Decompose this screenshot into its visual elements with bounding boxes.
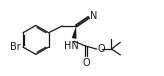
Polygon shape bbox=[72, 26, 77, 39]
Text: O: O bbox=[82, 58, 90, 68]
Text: HN: HN bbox=[64, 41, 79, 51]
Text: Br: Br bbox=[10, 42, 21, 52]
Text: N: N bbox=[90, 11, 98, 21]
Text: O: O bbox=[98, 44, 105, 54]
